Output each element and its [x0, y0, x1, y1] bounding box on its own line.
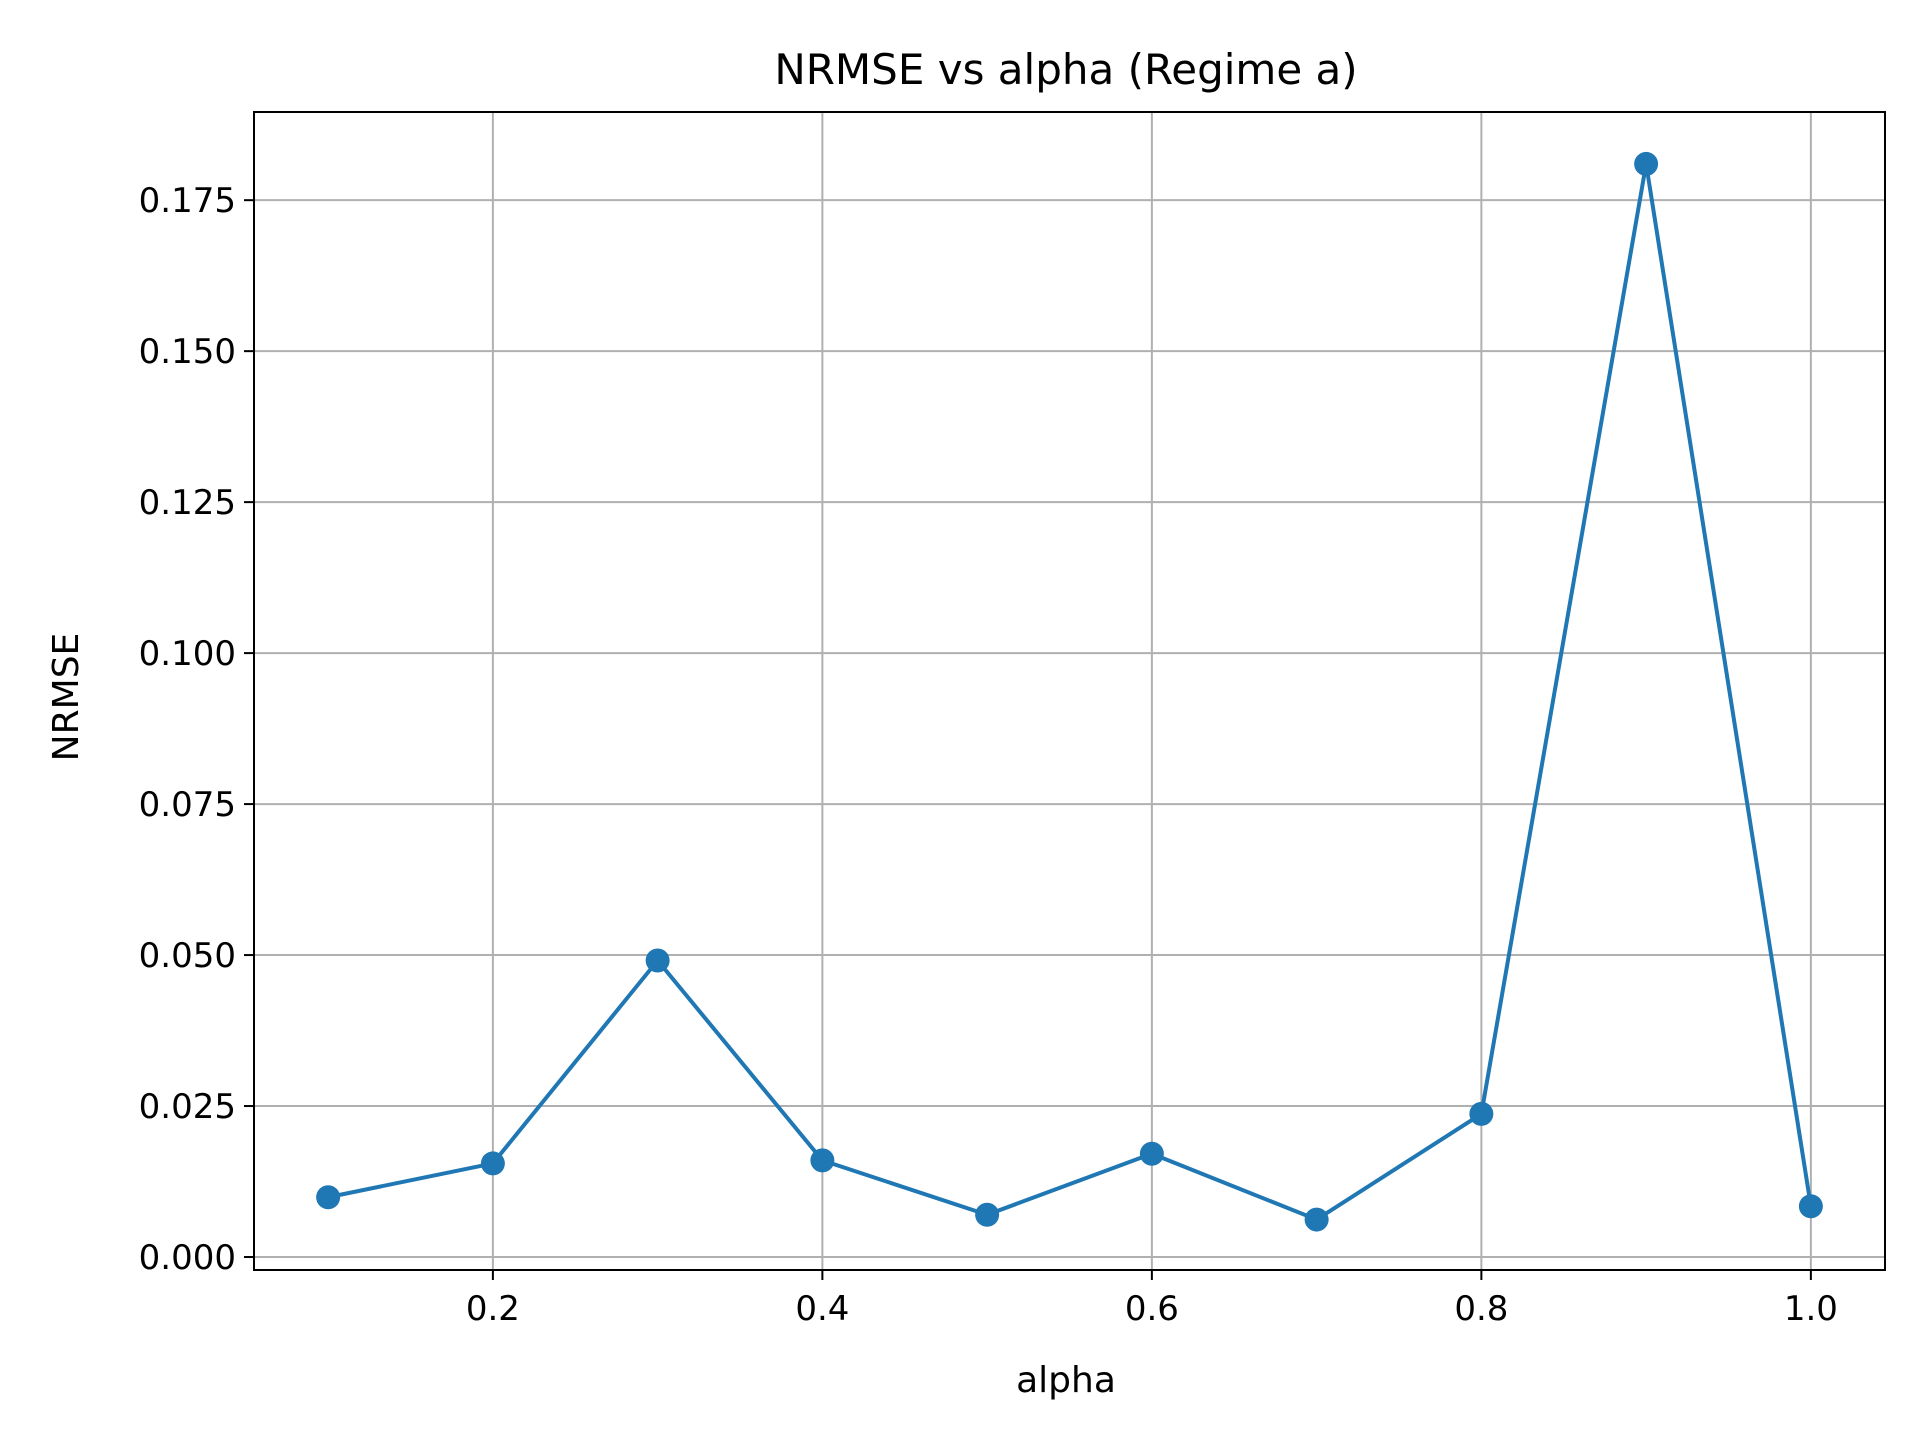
data-point	[1469, 1101, 1494, 1126]
data-point	[645, 948, 670, 973]
data-point	[1304, 1207, 1329, 1232]
y-tick-label: 0.050	[139, 936, 236, 976]
y-tick-label: 0.075	[139, 785, 236, 825]
data-point	[810, 1148, 835, 1173]
data-point	[480, 1151, 505, 1176]
grid	[254, 112, 1885, 1270]
data-point	[975, 1202, 1000, 1227]
data-point	[1798, 1194, 1823, 1219]
y-axis: 0.000 0.025 0.050 0.075 0.100 0.125 0.150 0.175	[139, 181, 254, 1278]
y-tick-label: 0.100	[139, 634, 236, 674]
data-point	[1139, 1141, 1164, 1166]
x-tick-label: 0.8	[1454, 1289, 1508, 1329]
x-tick-label: 1.0	[1784, 1289, 1838, 1329]
chart-title: NRMSE vs alpha (Regime a)	[774, 45, 1357, 94]
data-point	[1634, 151, 1659, 176]
x-tick-label: 0.6	[1125, 1289, 1179, 1329]
series-layer	[316, 151, 1823, 1232]
y-tick-label: 0.150	[139, 332, 236, 372]
y-tick-label: 0.025	[139, 1087, 236, 1127]
data-point	[316, 1185, 341, 1210]
plot-area-frame	[253, 111, 1886, 1271]
x-axis-label: alpha	[1016, 1360, 1116, 1401]
series-line	[327, 161, 1813, 1222]
y-tick-label: 0.175	[139, 181, 236, 221]
y-tick-label: 0.125	[139, 483, 236, 523]
x-axis: 0.2 0.4 0.6 0.8 1.0	[466, 1270, 1838, 1329]
x-tick-label: 0.4	[795, 1289, 849, 1329]
y-tick-label: 0.000	[139, 1238, 236, 1278]
y-axis-label: NRMSE	[46, 633, 87, 762]
x-tick-label: 0.2	[466, 1289, 520, 1329]
